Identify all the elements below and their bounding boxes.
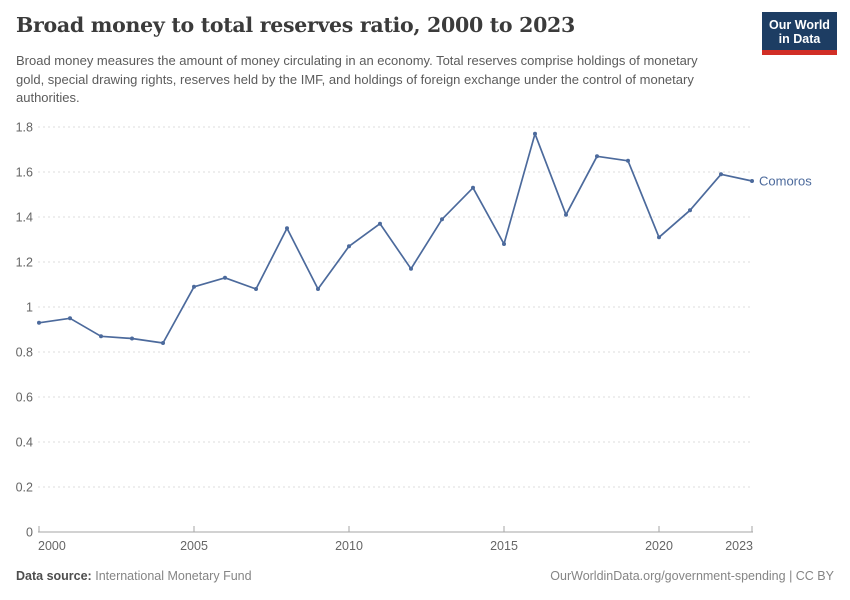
page-title: Broad money to total reserves ratio, 200… — [16, 13, 575, 37]
data-point-2013 — [440, 217, 444, 222]
data-point-2010 — [347, 244, 351, 249]
y-axis-tick-label: 0.4 — [16, 435, 33, 449]
owid-logo-line1: Our World — [769, 18, 830, 32]
data-source-label: Data source: — [16, 569, 92, 583]
data-point-2012 — [409, 266, 413, 271]
data-point-2004 — [161, 341, 165, 345]
data-point-2007 — [254, 287, 258, 291]
data-point-2022 — [719, 172, 723, 177]
chart-subtitle: Broad money measures the amount of money… — [16, 53, 698, 105]
x-axis-tick-label: 2005 — [180, 539, 208, 553]
y-axis-tick-label: 0 — [26, 525, 33, 539]
series-line-comoros[interactable] — [38, 132, 753, 344]
x-axis-tick-label: 2015 — [490, 539, 518, 553]
data-point-2002 — [99, 334, 103, 339]
y-axis-tick-label: 1.8 — [16, 120, 33, 134]
data-point-2020 — [657, 235, 661, 240]
data-point-2001 — [68, 316, 72, 321]
owid-logo-line2: in Data — [778, 32, 821, 46]
x-axis-tick-label: 2023 — [725, 539, 753, 553]
data-point-2011 — [378, 221, 382, 226]
y-axis-tick-label: 0.6 — [16, 390, 33, 404]
data-point-2019 — [626, 158, 630, 163]
y-axis-tick-label: 1.6 — [16, 165, 33, 179]
y-axis-tick-label: 0.2 — [16, 480, 33, 494]
data-point-2023 — [750, 179, 754, 183]
chart-footer: Data source: International Monetary Fund… — [16, 569, 834, 583]
y-axis-tick-label: 1.2 — [16, 255, 33, 269]
x-axis-tick-label: 2010 — [335, 539, 363, 553]
attribution-link[interactable]: OurWorldinData.org/government-spending |… — [550, 569, 834, 583]
data-point-2006 — [223, 275, 227, 280]
data-point-2017 — [564, 212, 568, 217]
series-label-comoros[interactable]: Comoros — [759, 173, 812, 188]
y-axis-tick-label: 1 — [26, 300, 33, 314]
y-axis-tick-label: 0.8 — [16, 345, 33, 359]
data-source-value: International Monetary Fund — [95, 569, 252, 583]
data-source: Data source: International Monetary Fund — [16, 569, 252, 583]
data-point-2009 — [316, 287, 320, 291]
owid-logo[interactable]: Our World in Data — [762, 12, 837, 55]
data-point-2008 — [285, 226, 289, 231]
x-axis-tick-label: 2020 — [645, 539, 673, 553]
data-point-2000 — [37, 320, 41, 325]
data-point-2016 — [533, 131, 537, 136]
data-point-2005 — [192, 284, 196, 289]
data-point-2018 — [595, 154, 599, 159]
data-point-2014 — [471, 185, 475, 190]
data-point-2021 — [688, 208, 692, 213]
x-axis-tick-label: 2000 — [38, 539, 66, 553]
data-point-2003 — [130, 336, 134, 341]
y-axis-tick-label: 1.4 — [16, 210, 33, 224]
data-point-2015 — [502, 242, 506, 246]
